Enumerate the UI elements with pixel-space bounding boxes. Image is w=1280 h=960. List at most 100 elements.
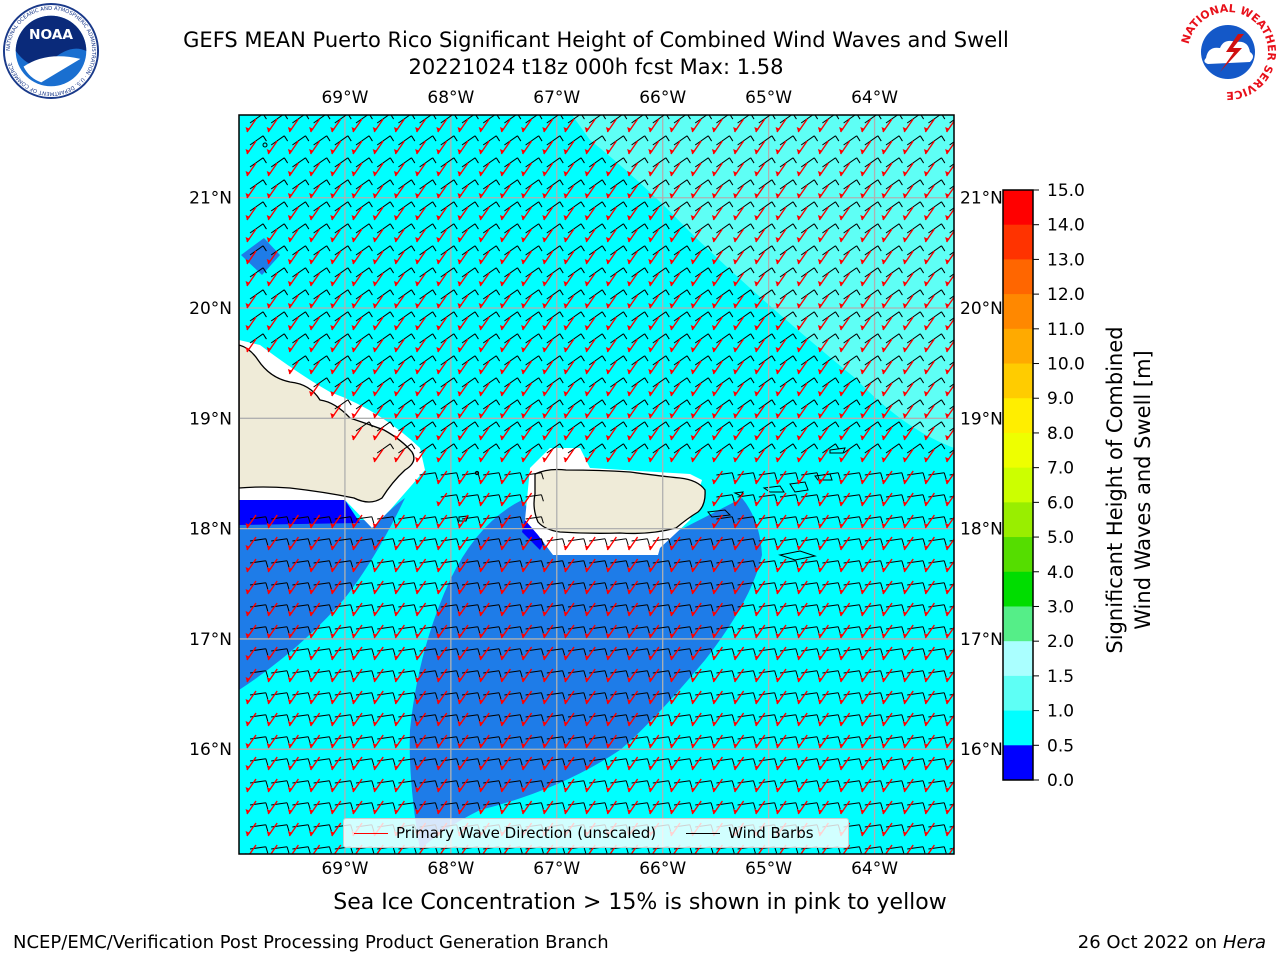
wind-barb-flag <box>837 538 841 546</box>
wave-arrow-head <box>839 501 844 506</box>
wave-arrow-head <box>542 545 547 550</box>
wave-arrow-head <box>309 699 314 704</box>
wave-arrow-head <box>711 611 717 616</box>
wind-barb <box>631 289 645 300</box>
wind-barb <box>737 421 751 432</box>
wind-barb-flag <box>623 443 628 450</box>
wind-barb-flag <box>922 780 926 788</box>
wind-barb <box>610 443 624 454</box>
wind-barb <box>588 223 603 234</box>
wave-arrow-head <box>945 281 950 286</box>
wind-barb <box>334 157 349 168</box>
wind-barb-flag <box>668 538 672 546</box>
wind-barb-flag <box>877 245 882 252</box>
wind-barb-flag <box>965 539 967 545</box>
wind-barb <box>376 223 391 234</box>
wave-arrow-head <box>902 171 908 176</box>
wind-barb-flag <box>750 245 755 252</box>
wind-barb-flag <box>389 157 395 164</box>
wave-arrow-head <box>584 413 590 418</box>
wave-arrow-head <box>436 633 441 638</box>
wave-arrow-head <box>733 303 738 308</box>
wave-arrow-head <box>923 325 929 330</box>
wave-arrow-head <box>860 259 865 264</box>
wind-barb-flag <box>792 179 797 186</box>
wind-barb <box>461 267 476 278</box>
wind-barb <box>822 223 836 234</box>
wave-arrow-head <box>351 325 356 330</box>
wave-arrow-head <box>775 413 780 418</box>
wind-barb-flag <box>814 115 819 120</box>
wave-arrow-head <box>669 457 674 462</box>
wind-barb-flag <box>580 333 585 340</box>
wind-barb <box>822 421 836 432</box>
wave-arrow-head <box>733 193 738 198</box>
wave-arrow-head <box>605 721 611 726</box>
wind-barb-flag <box>286 846 290 854</box>
wind-barb-flag <box>752 670 756 678</box>
wind-barb-flag <box>559 421 564 428</box>
wind-barb-flag <box>963 334 966 339</box>
wave-arrow-head <box>372 413 378 418</box>
wind-barb-flag <box>880 560 884 568</box>
wind-barb-flag <box>877 157 882 164</box>
wind-barb-flag <box>519 714 523 722</box>
wave-arrow-head <box>902 699 908 704</box>
wave-arrow-head <box>287 215 293 220</box>
wind-barb-flag <box>474 267 479 274</box>
wave-arrow-head <box>648 655 653 660</box>
wind-barb-flag <box>392 626 396 634</box>
wave-arrow-head <box>881 831 886 836</box>
wave-arrow-head <box>245 303 250 308</box>
wave-arrow-head <box>584 259 590 264</box>
wind-barb-flag <box>665 355 670 362</box>
wind-barb <box>546 289 561 300</box>
wind-barb-flag <box>559 157 564 164</box>
wind-barb-flag <box>752 802 756 810</box>
wave-arrow-head <box>754 501 759 506</box>
wave-arrow-head <box>817 171 823 176</box>
wave-arrow-head <box>245 589 250 594</box>
wind-barb <box>567 223 582 234</box>
wind-barb-flag <box>326 245 331 252</box>
wave-arrow-head <box>478 391 484 396</box>
wind-barb-flag <box>371 802 375 810</box>
wave-arrow-head <box>817 611 823 616</box>
wind-barb-flag <box>305 267 310 274</box>
wind-barb-flag <box>877 289 882 296</box>
wave-arrow-head <box>393 611 399 616</box>
wave-arrow-head <box>542 325 547 330</box>
wind-barb <box>504 311 518 322</box>
wind-barb-flag <box>498 758 502 766</box>
wave-arrow-head <box>415 545 420 550</box>
wave-arrow-head <box>478 743 484 748</box>
wind-barb-flag <box>368 399 373 406</box>
wave-arrow-head <box>881 479 886 484</box>
wave-arrow-head <box>372 347 378 352</box>
wind-barb-flag <box>646 604 650 612</box>
wave-arrow-head <box>923 655 929 660</box>
wave-arrow-head <box>881 369 886 374</box>
wave-arrow <box>884 844 893 854</box>
wind-barb-flag <box>326 289 331 296</box>
wind-barb <box>610 289 624 300</box>
wave-arrow-head <box>860 369 865 374</box>
wind-barb <box>864 157 879 168</box>
wind-barb-flag <box>750 157 755 164</box>
wave-arrow-head <box>754 743 759 748</box>
wind-barb-flag <box>371 560 375 568</box>
wave-arrow-head <box>330 347 335 352</box>
wind-barb-flag <box>604 692 608 700</box>
wave-arrow-head <box>478 171 484 176</box>
wind-barb <box>419 245 433 256</box>
wave-arrow-head <box>309 677 314 682</box>
wind-barb-flag <box>283 333 289 340</box>
wind-barb-flag <box>898 311 903 318</box>
wave-arrow-head <box>372 545 378 550</box>
wave-arrow-head <box>796 567 802 572</box>
wind-barb <box>376 157 391 168</box>
wind-barb-flag <box>347 333 352 340</box>
wind-barb-flag <box>922 538 926 546</box>
wind-barb-flag <box>477 758 481 766</box>
wave-arrow-head <box>266 611 272 616</box>
